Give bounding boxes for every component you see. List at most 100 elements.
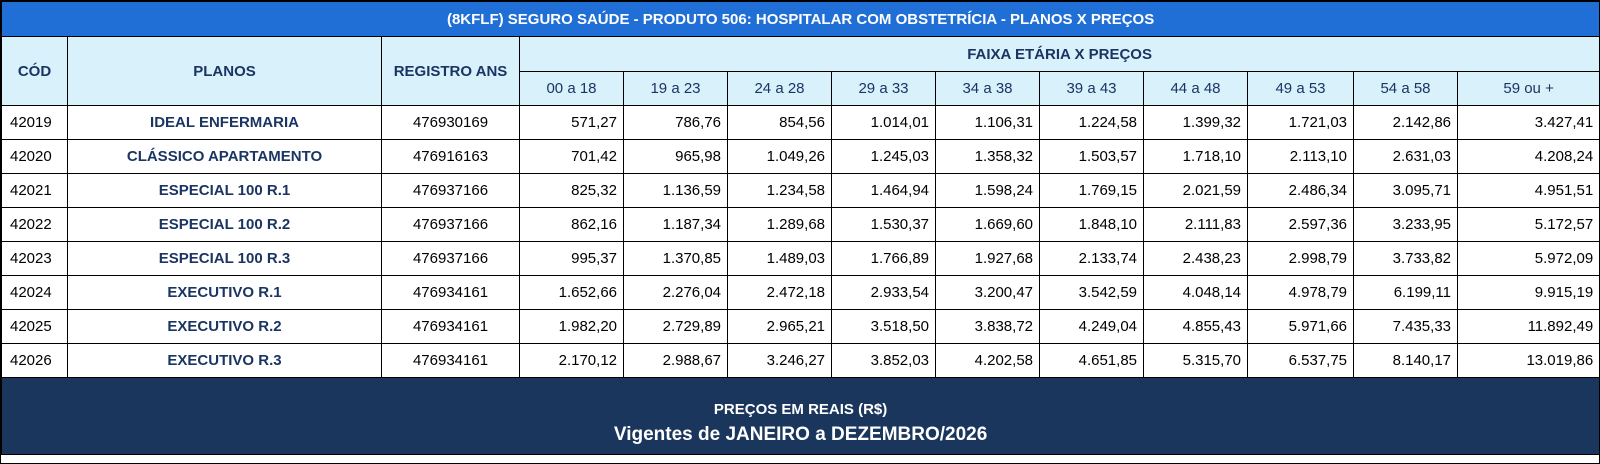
row-price: 1.014,01 (831, 105, 936, 140)
row-price: 1.982,20 (519, 309, 624, 344)
row-plan-name: EXECUTIVO R.3 (67, 343, 382, 378)
row-price: 6.537,75 (1247, 343, 1354, 378)
row-price: 3.542,59 (1039, 275, 1144, 310)
row-price: 2.170,12 (519, 343, 624, 378)
table-row: 42020 CLÁSSICO APARTAMENTO 476916163 701,42… (1, 139, 1600, 174)
row-price: 1.464,94 (831, 173, 936, 208)
row-registry: 476934161 (381, 343, 520, 378)
header-age-range: 19 a 23 (623, 71, 728, 106)
row-price: 2.998,79 (1247, 241, 1354, 276)
row-price: 4.048,14 (1143, 275, 1248, 310)
row-price: 2.021,59 (1143, 173, 1248, 208)
header-plans: PLANOS (67, 36, 382, 106)
row-price: 5.972,09 (1456, 241, 1600, 276)
header-age-range: 39 a 43 (1039, 71, 1144, 106)
row-price: 2.133,74 (1039, 241, 1144, 276)
row-price: 2.597,36 (1247, 207, 1354, 242)
row-price: 3.852,03 (831, 343, 936, 378)
header-age-range: 29 a 33 (831, 71, 936, 106)
row-price: 1.136,59 (623, 173, 728, 208)
header-age-range: 59 ou + (1456, 71, 1600, 106)
row-price: 2.472,18 (727, 275, 832, 310)
row-price: 3.246,27 (727, 343, 832, 378)
row-registry: 476934161 (381, 275, 520, 310)
row-plan-name: CLÁSSICO APARTAMENTO (67, 139, 382, 174)
row-plan-name: IDEAL ENFERMARIA (67, 105, 382, 140)
row-price: 1.530,37 (831, 207, 936, 242)
row-price: 4.651,85 (1039, 343, 1144, 378)
row-price: 3.233,95 (1353, 207, 1458, 242)
row-price: 2.729,89 (623, 309, 728, 344)
row-price: 3.838,72 (935, 309, 1040, 344)
row-price: 2.631,03 (1353, 139, 1458, 174)
row-price: 862,16 (519, 207, 624, 242)
row-plan-name: ESPECIAL 100 R.3 (67, 241, 382, 276)
table-title: (8KFLF) SEGURO SAÚDE - PRODUTO 506: HOSP… (0, 1, 1600, 37)
row-price: 1.489,03 (727, 241, 832, 276)
row-price: 7.435,33 (1353, 309, 1458, 344)
row-price: 1.927,68 (935, 241, 1040, 276)
row-price: 1.503,57 (1039, 139, 1144, 174)
row-price: 4.208,24 (1456, 139, 1600, 174)
table-row: 42024 EXECUTIVO R.1 476934161 1.652,66 2.276… (1, 275, 1600, 310)
row-price: 6.199,11 (1353, 275, 1458, 310)
header-age-range: 00 a 18 (519, 71, 624, 106)
row-price: 1.718,10 (1143, 139, 1248, 174)
row-price: 2.142,86 (1353, 105, 1458, 140)
table-body: 42019 IDEAL ENFERMARIA 476930169 571,27 786,… (1, 105, 1600, 378)
row-price: 854,56 (727, 105, 832, 140)
row-registry: 476934161 (381, 309, 520, 344)
row-registry: 476916163 (381, 139, 520, 174)
row-price: 965,98 (623, 139, 728, 174)
row-price: 1.769,15 (1039, 173, 1144, 208)
row-price: 13.019,86 (1456, 343, 1600, 378)
row-price: 3.200,47 (935, 275, 1040, 310)
row-price: 1.224,58 (1039, 105, 1144, 140)
row-registry: 476937166 (381, 241, 520, 276)
row-code: 42020 (1, 139, 68, 174)
row-code: 42023 (1, 241, 68, 276)
row-price: 825,32 (519, 173, 624, 208)
header-age-range: 44 a 48 (1143, 71, 1248, 106)
row-plan-name: ESPECIAL 100 R.1 (67, 173, 382, 208)
row-price: 1.848,10 (1039, 207, 1144, 242)
footer-currency-note: PREÇOS EM REAIS (R$) (713, 400, 888, 418)
row-price: 2.933,54 (831, 275, 936, 310)
row-price: 11.892,49 (1456, 309, 1600, 344)
row-price: 4.249,04 (1039, 309, 1144, 344)
table-row: 42022 ESPECIAL 100 R.2 476937166 862,16 1.18… (1, 207, 1600, 242)
table-row: 42021 ESPECIAL 100 R.1 476937166 825,32 1.13… (1, 173, 1600, 208)
header-code: CÓD (1, 36, 68, 106)
table-row: 42019 IDEAL ENFERMARIA 476930169 571,27 786,… (1, 105, 1600, 140)
table-row: 42025 EXECUTIVO R.2 476934161 1.982,20 2.729… (1, 309, 1600, 344)
row-price: 1.234,58 (727, 173, 832, 208)
row-price: 8.140,17 (1353, 343, 1458, 378)
footer-banner: PREÇOS EM REAIS (R$) Vigentes de JANEIRO… (0, 377, 1600, 455)
header-age-range: 49 a 53 (1247, 71, 1354, 106)
row-price: 1.766,89 (831, 241, 936, 276)
row-price: 5.315,70 (1143, 343, 1248, 378)
row-price: 5.172,57 (1456, 207, 1600, 242)
row-price: 2.486,34 (1247, 173, 1354, 208)
price-table: (8KFLF) SEGURO SAÚDE - PRODUTO 506: HOSP… (0, 1, 1600, 455)
row-code: 42025 (1, 309, 68, 344)
header-age-group: FAIXA ETÁRIA X PREÇOS (518, 36, 1600, 72)
row-registry: 476937166 (381, 173, 520, 208)
row-price: 1.669,60 (935, 207, 1040, 242)
row-price: 2.988,67 (623, 343, 728, 378)
row-price: 4.202,58 (935, 343, 1040, 378)
row-price: 4.951,51 (1456, 173, 1600, 208)
row-price: 1.399,32 (1143, 105, 1248, 140)
row-price: 4.978,79 (1247, 275, 1354, 310)
row-registry: 476930169 (381, 105, 520, 140)
row-price: 2.111,83 (1143, 207, 1248, 242)
row-price: 1.049,26 (727, 139, 832, 174)
row-code: 42021 (1, 173, 68, 208)
row-price: 3.095,71 (1353, 173, 1458, 208)
row-code: 42024 (1, 275, 68, 310)
table-row: 42023 ESPECIAL 100 R.3 476937166 995,37 1.37… (1, 241, 1600, 276)
row-plan-name: EXECUTIVO R.1 (67, 275, 382, 310)
row-price: 995,37 (519, 241, 624, 276)
row-price: 9.915,19 (1456, 275, 1600, 310)
